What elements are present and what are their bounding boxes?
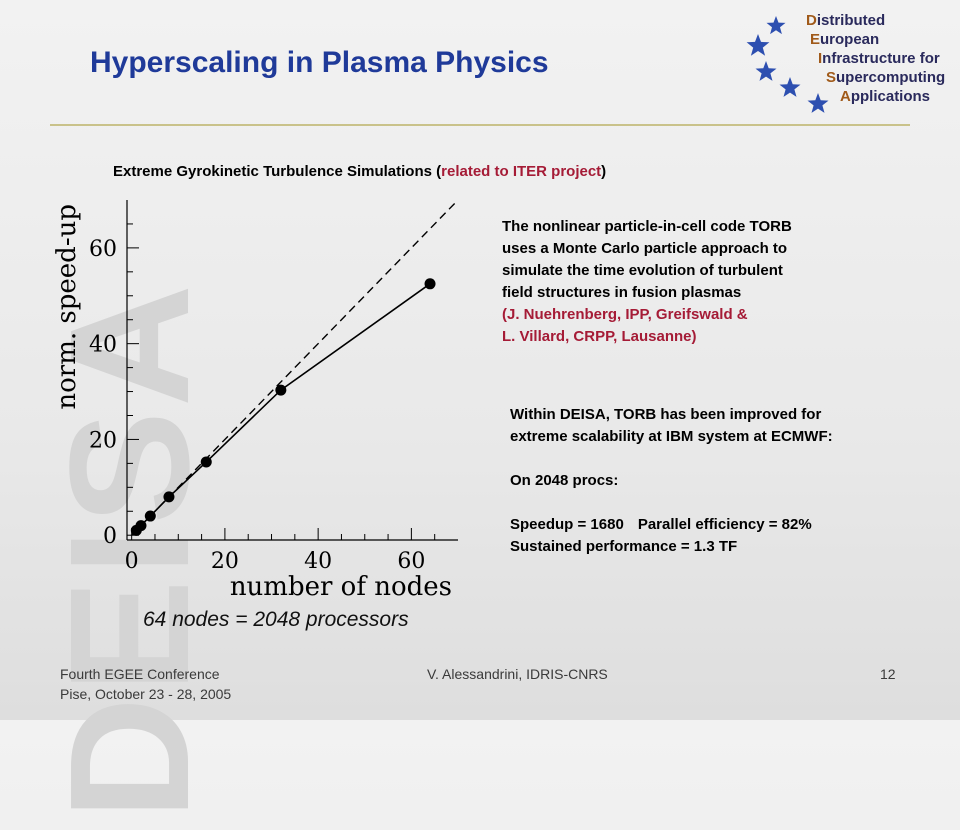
logo-line-2: European: [810, 31, 880, 48]
logo-line-4: Supercomputing: [826, 69, 946, 86]
desc-line-1: The nonlinear particle-in-cell code TORB: [502, 218, 792, 235]
footer-date: Pise, October 23 - 28, 2005: [60, 686, 232, 702]
measured-speedup-line: [135, 283, 431, 531]
torb-description: The nonlinear particle-in-cell code TORB…: [502, 216, 892, 348]
y-axis-label: norm. speed-up: [52, 204, 82, 410]
footer-conference: Fourth EGEE Conference: [60, 666, 220, 682]
deisa-results: Within DEISA, TORB has been improved for…: [510, 404, 930, 558]
y-tick-label: 20: [89, 428, 117, 453]
procs-line: On 2048 procs:: [510, 472, 619, 489]
nodes-caption: 64 nodes = 2048 processors: [143, 608, 409, 631]
data-point: [200, 456, 212, 468]
logo-star-icon: [779, 77, 801, 97]
footer-author: V. Alessandrini, IDRIS-CNRS: [427, 666, 608, 682]
logo-line-3: Infrastructure for: [818, 50, 940, 67]
desc-line-2: uses a Monte Carlo particle approach to: [502, 240, 788, 257]
data-point: [424, 278, 436, 290]
ideal-speedup-line: [131, 199, 459, 536]
performance-line: Sustained performance = 1.3 TF: [510, 538, 738, 555]
footer-left: Fourth EGEE Conference Pise, October 23 …: [60, 664, 231, 704]
subtitle: Extreme Gyrokinetic Turbulence Simulatio…: [113, 163, 607, 180]
speedup-value: Speedup = 1680: [510, 516, 624, 533]
deisa-logo: Distributed European Infrastructure for …: [740, 8, 950, 118]
data-point: [275, 384, 287, 396]
x-tick-label: 60: [397, 549, 425, 574]
speedup-efficiency-line: Speedup = 1680 Parallel efficiency = 82%: [510, 514, 930, 536]
results-line-2: extreme scalability at IBM system at ECM…: [510, 428, 833, 445]
credit-line-1: (J. Nuehrenberg, IPP, Greifswald &: [502, 306, 748, 323]
logo-line-1: Distributed: [806, 12, 886, 29]
logo-star-icon: [746, 34, 770, 56]
page-number: 12: [880, 666, 896, 682]
logo-star-icon: [755, 61, 777, 81]
y-tick-label: 0: [103, 524, 117, 549]
x-tick-label: 40: [304, 549, 332, 574]
x-tick-label: 0: [125, 549, 139, 574]
y-tick-label: 40: [89, 333, 117, 358]
logo-stars-graphic: [746, 16, 829, 113]
results-line-1: Within DEISA, TORB has been improved for: [510, 406, 822, 423]
x-axis-label: number of nodes: [230, 572, 452, 600]
title-divider: [50, 124, 910, 126]
slide-title: Hyperscaling in Plasma Physics: [90, 46, 549, 79]
desc-line-3: simulate the time evolution of turbulent: [502, 262, 783, 279]
credit-line-2: L. Villard, CRPP, Lausanne): [502, 328, 697, 345]
logo-line-5: Applications: [840, 88, 931, 105]
logo-star-icon: [807, 93, 829, 113]
x-tick-label: 20: [211, 549, 239, 574]
desc-line-4: field structures in fusion plasmas: [502, 284, 742, 301]
efficiency-value: Parallel efficiency = 82%: [637, 516, 812, 533]
logo-star-icon: [766, 16, 786, 35]
y-tick-label: 60: [89, 237, 117, 262]
